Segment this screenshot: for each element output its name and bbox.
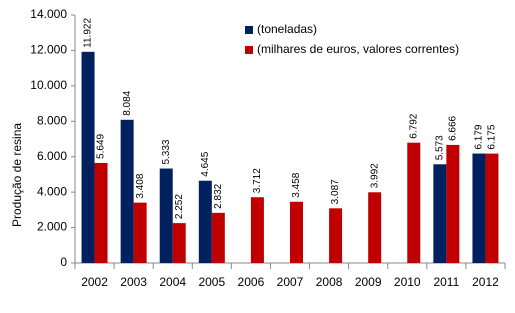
value-label: 3.087 — [330, 179, 341, 204]
value-label: 6.179 — [474, 124, 485, 149]
value-label: 3.992 — [369, 163, 380, 188]
x-tick-label: 2009 — [355, 275, 382, 289]
x-tick-label: 2007 — [277, 275, 304, 289]
value-label: 3.712 — [252, 168, 263, 193]
value-label: 5.649 — [96, 133, 107, 158]
bar — [198, 180, 212, 263]
y-tick-label: 14.000 — [30, 7, 67, 21]
y-tick-label: 4.000 — [37, 184, 67, 198]
bar — [250, 197, 264, 263]
bar — [211, 212, 225, 263]
y-tick-label: 12.000 — [30, 43, 67, 57]
x-tick-label: 2006 — [238, 275, 265, 289]
bar — [159, 168, 173, 263]
value-label: 3.458 — [291, 172, 302, 197]
y-tick-label: 8.000 — [37, 113, 67, 127]
y-tick-label: 2.000 — [37, 220, 67, 234]
bar — [120, 119, 134, 263]
x-tick-label: 2005 — [198, 275, 225, 289]
bar — [94, 162, 108, 263]
value-label: 3.408 — [135, 173, 146, 198]
bar — [472, 153, 486, 263]
bar — [368, 192, 382, 263]
legend-label: (toneladas) — [257, 22, 317, 36]
value-label: 8.084 — [122, 90, 133, 115]
value-label: 11.922 — [83, 18, 94, 48]
bar — [81, 51, 95, 263]
y-axis-label: Produção de resina — [10, 123, 24, 227]
bar — [329, 208, 343, 263]
bar — [446, 144, 460, 263]
value-label: 5.573 — [435, 135, 446, 160]
y-tick-label: 10.000 — [30, 78, 67, 92]
x-tick-label: 2010 — [394, 275, 421, 289]
legend-swatch — [245, 26, 253, 34]
value-label: 4.645 — [200, 151, 211, 176]
value-label: 6.666 — [448, 115, 459, 140]
bar — [485, 153, 499, 263]
x-tick-label: 2003 — [120, 275, 147, 289]
x-tick-label: 2011 — [433, 275, 459, 289]
value-label: 2.832 — [213, 183, 224, 208]
y-tick-label: 0 — [60, 255, 67, 269]
value-label: 2.252 — [174, 194, 185, 219]
bar — [433, 164, 447, 263]
x-tick-label: 2002 — [81, 275, 108, 289]
bar — [290, 201, 303, 263]
value-label: 6.792 — [408, 113, 419, 138]
value-label: 5.333 — [161, 139, 172, 164]
legend-swatch — [245, 46, 253, 54]
legend-label: (milhares de euros, valores correntes) — [257, 42, 459, 56]
x-tick-label: 2012 — [472, 275, 499, 289]
x-tick-label: 2004 — [159, 275, 186, 289]
y-tick-label: 6.000 — [37, 149, 67, 163]
bar — [172, 223, 186, 263]
bar — [133, 202, 147, 263]
value-label: 6.175 — [487, 124, 498, 149]
bar — [407, 142, 421, 263]
x-tick-label: 2008 — [316, 275, 343, 289]
